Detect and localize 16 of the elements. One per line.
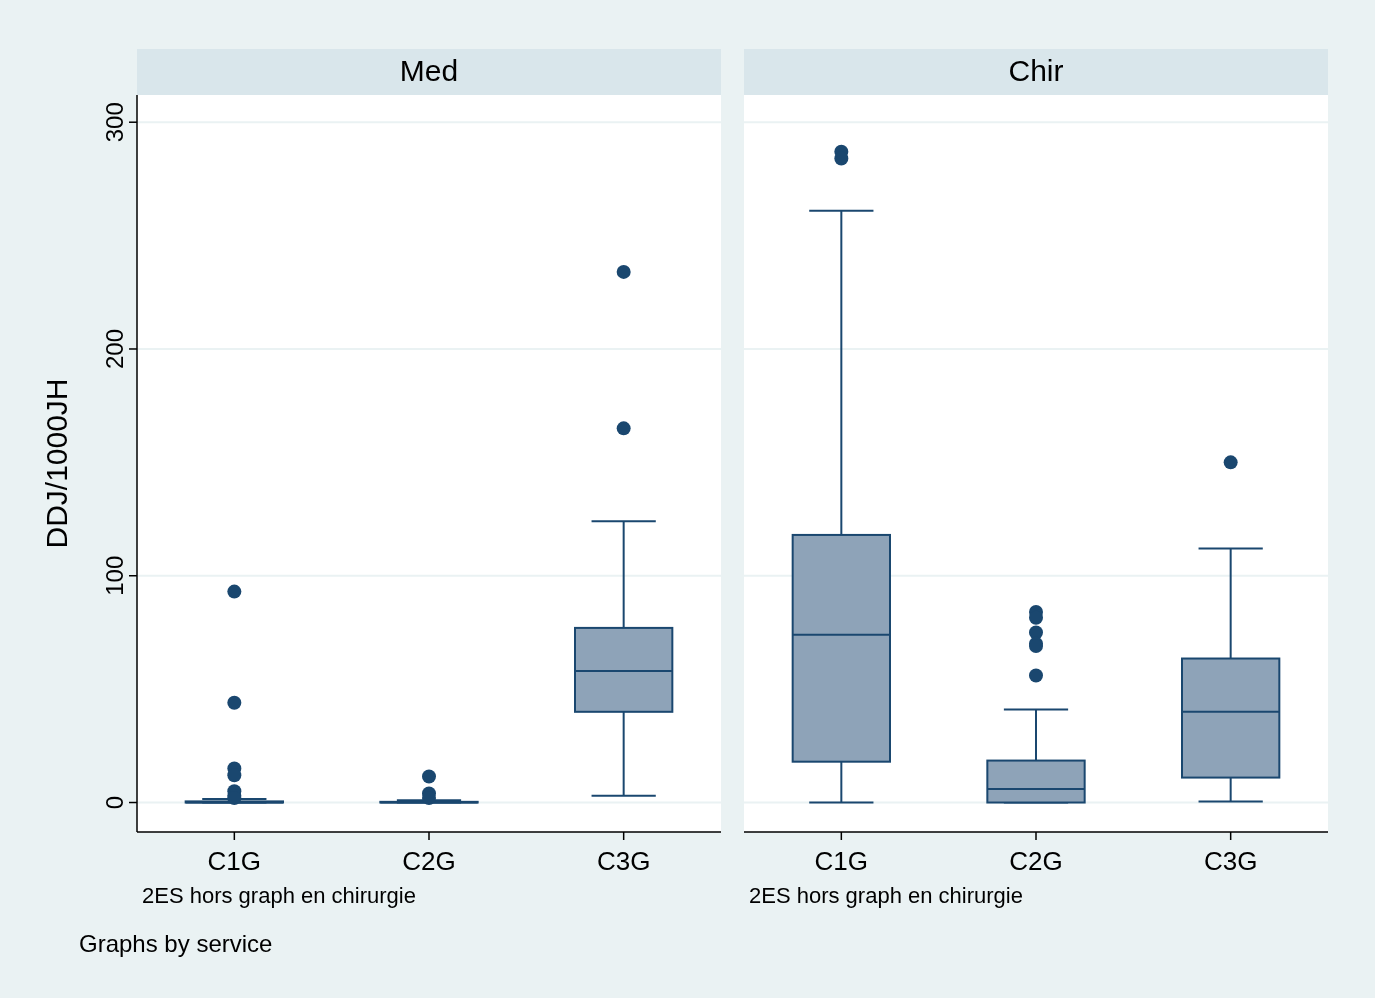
x-tick-label: C2G	[1009, 846, 1063, 876]
y-tick-label: 0	[101, 795, 128, 810]
x-tick-label: C1G	[814, 846, 869, 876]
y-tick-label: 300	[101, 102, 128, 143]
x-tick-label: C1G	[207, 846, 262, 876]
x-tick-label: C2G	[402, 846, 456, 876]
x-tick-label: C3G	[1203, 846, 1258, 876]
x-axis-title: 2ES hors graph en chirurgie	[142, 883, 416, 908]
x-tick-label: C3G	[596, 846, 651, 876]
y-tick-label: 100	[101, 555, 128, 596]
chart-title: Chir	[1008, 54, 1064, 87]
y-tick-label: 200	[101, 328, 128, 369]
chart-title: Med	[399, 54, 459, 87]
x-axis-title: 2ES hors graph en chirurgie	[749, 883, 1023, 908]
y-axis-title: DDJ/1000JH	[40, 378, 73, 549]
text: Graphs by service	[79, 930, 273, 957]
